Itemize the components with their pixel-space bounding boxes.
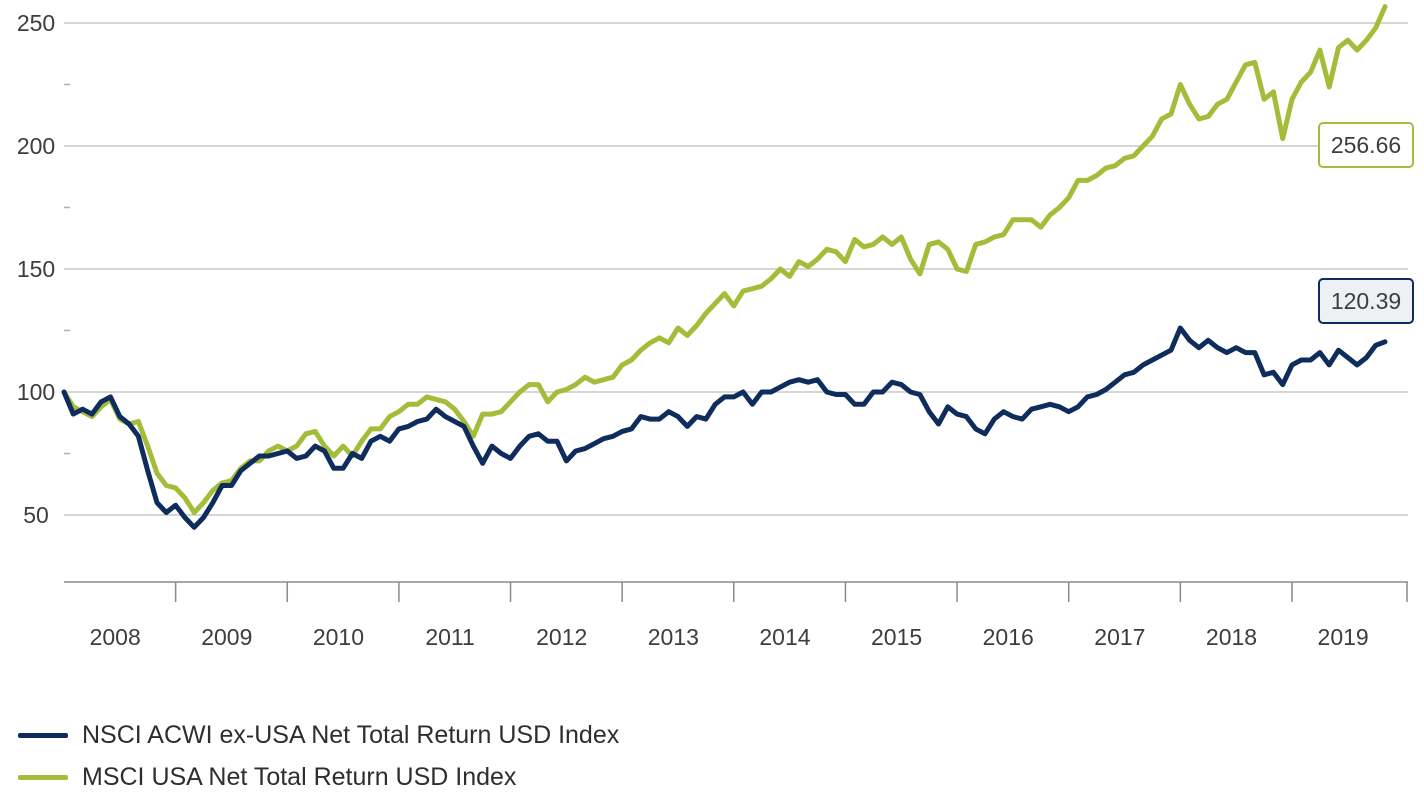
- x-tick-label-2014: 2014: [759, 624, 810, 650]
- series-line-acwi-ex-usa: [61, 325, 1388, 530]
- x-tick-label-2015: 2015: [871, 624, 922, 650]
- legend-swatch-acwi-ex-usa: [18, 732, 68, 738]
- x-tick-label-2019: 2019: [1318, 624, 1369, 650]
- end-value-callouts: 256.66 120.39: [1318, 122, 1414, 324]
- y-tick-label-250: 250: [17, 10, 55, 36]
- legend-item-acwi-ex-usa: NSCI ACWI ex-USA Net Total Return USD In…: [18, 714, 1018, 756]
- x-tick-label-2009: 2009: [201, 624, 252, 650]
- legend-swatch-msci-usa: [18, 774, 68, 780]
- y-axis-tick-labels: 50 100 150 200 250: [17, 10, 55, 528]
- axes: [64, 83, 1408, 602]
- x-tick-label-2011: 2011: [425, 624, 474, 650]
- x-tick-label-2018: 2018: [1206, 624, 1257, 650]
- x-tick-label-2012: 2012: [536, 624, 587, 650]
- y-tick-label-200: 200: [17, 133, 55, 159]
- legend-label-msci-usa: MSCI USA Net Total Return USD Index: [82, 762, 517, 791]
- legend: NSCI ACWI ex-USA Net Total Return USD In…: [18, 714, 1018, 798]
- x-axis-tick-labels: 2008 2009 2010 2011 2012 2013 2014 2015 2016 2017…: [90, 624, 1369, 650]
- x-tick-label-2008: 2008: [90, 624, 141, 650]
- x-tick-label-2013: 2013: [648, 624, 699, 650]
- callout-msci-usa-value: 256.66: [1331, 132, 1401, 158]
- y-tick-label-150: 150: [17, 256, 55, 282]
- y-tick-label-100: 100: [17, 379, 55, 405]
- callout-msci-usa-box: [1318, 122, 1414, 168]
- legend-label-acwi-ex-usa: NSCI ACWI ex-USA Net Total Return USD In…: [82, 720, 620, 749]
- y-tick-label-50: 50: [23, 502, 49, 528]
- series-line-msci-usa: [61, 4, 1388, 515]
- callout-acwi-ex-usa-value: 120.39: [1331, 288, 1401, 314]
- grid-lines: [64, 22, 1408, 516]
- x-tick-label-2010: 2010: [313, 624, 364, 650]
- series-lines: [61, 4, 1388, 530]
- legend-item-msci-usa: MSCI USA Net Total Return USD Index: [18, 756, 1018, 798]
- x-tick-label-2017: 2017: [1094, 624, 1145, 650]
- x-tick-label-2016: 2016: [983, 624, 1034, 650]
- callout-acwi-ex-usa-box: [1318, 278, 1414, 324]
